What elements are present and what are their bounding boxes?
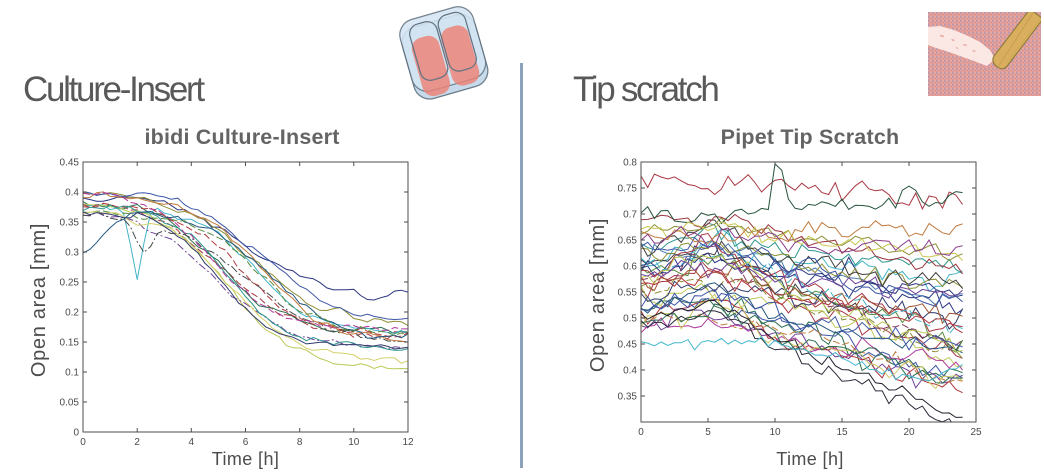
svg-text:0.7: 0.7 (623, 210, 637, 221)
svg-text:4: 4 (189, 437, 195, 448)
svg-text:0.25: 0.25 (60, 278, 80, 289)
svg-text:2: 2 (134, 437, 140, 448)
svg-text:10: 10 (769, 427, 781, 438)
svg-text:0.2: 0.2 (65, 308, 79, 319)
svg-text:0.75: 0.75 (618, 184, 638, 195)
svg-text:0: 0 (80, 437, 86, 448)
svg-text:25: 25 (970, 427, 982, 438)
svg-text:Time [h]: Time [h] (776, 449, 844, 469)
svg-text:0.35: 0.35 (618, 392, 638, 403)
svg-text:0.8: 0.8 (623, 158, 637, 169)
svg-text:0.65: 0.65 (618, 236, 638, 247)
svg-text:20: 20 (903, 427, 915, 438)
svg-text:6: 6 (243, 437, 249, 448)
svg-text:Open area [mm]: Open area [mm] (587, 218, 609, 372)
svg-text:0.15: 0.15 (60, 338, 80, 349)
svg-text:0.05: 0.05 (60, 398, 80, 409)
svg-text:10: 10 (348, 437, 360, 448)
svg-text:Pipet Tip Scratch: Pipet Tip Scratch (721, 125, 900, 149)
svg-text:ibidi Culture-Insert: ibidi Culture-Insert (144, 125, 339, 149)
svg-text:0.4: 0.4 (623, 366, 637, 377)
svg-text:0.45: 0.45 (60, 158, 80, 169)
svg-text:15: 15 (836, 427, 848, 438)
svg-text:0.45: 0.45 (618, 340, 638, 351)
svg-text:Time [h]: Time [h] (212, 449, 280, 469)
svg-text:0.5: 0.5 (623, 314, 637, 325)
svg-text:0.4: 0.4 (65, 188, 79, 199)
svg-text:0: 0 (73, 428, 79, 439)
svg-text:0.3: 0.3 (65, 248, 79, 259)
svg-text:5: 5 (705, 427, 711, 438)
svg-text:Open area [mm]: Open area [mm] (28, 223, 50, 377)
svg-text:12: 12 (402, 437, 414, 448)
svg-text:8: 8 (297, 437, 303, 448)
svg-text:0.55: 0.55 (618, 288, 638, 299)
svg-text:0: 0 (638, 427, 644, 438)
svg-text:0.1: 0.1 (65, 368, 79, 379)
svg-text:0.35: 0.35 (60, 218, 80, 229)
svg-text:0.6: 0.6 (623, 262, 637, 273)
